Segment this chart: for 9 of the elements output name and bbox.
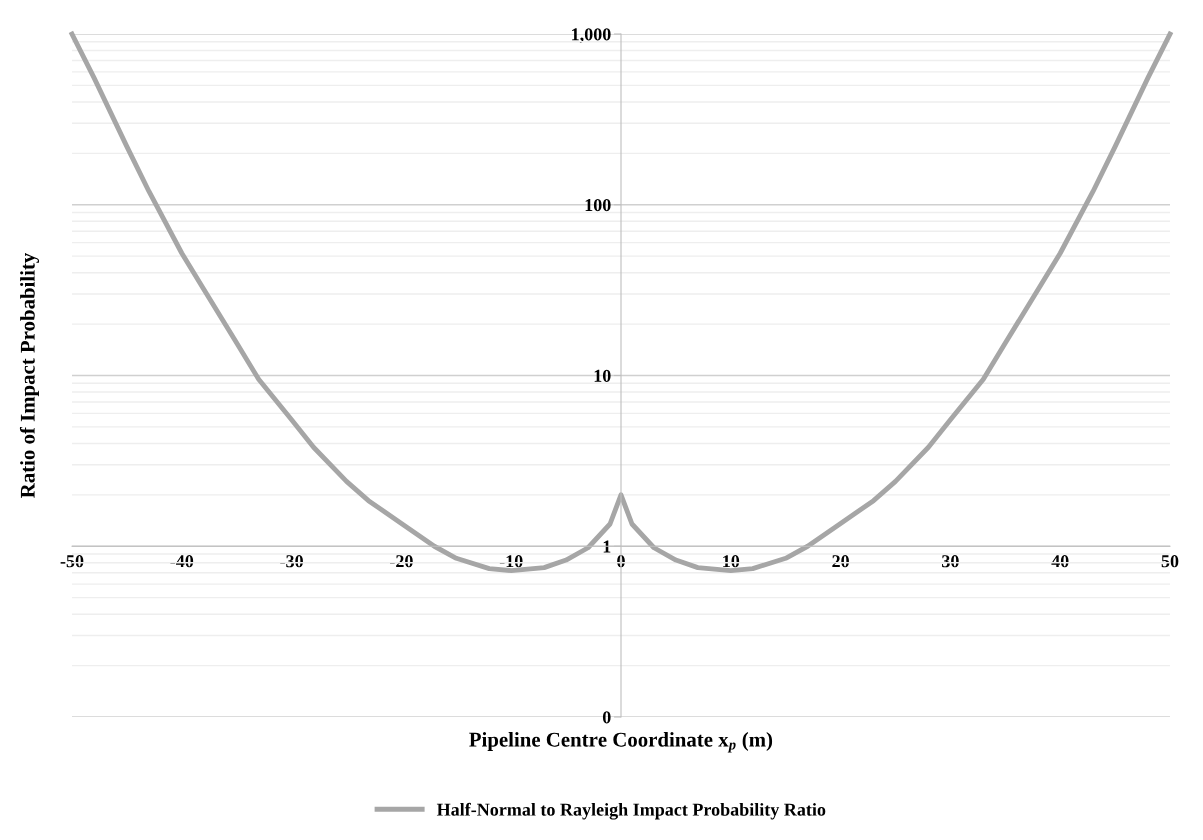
y-tick-label: 10 [594,369,611,382]
x-tick-label: 50 [1161,555,1179,568]
y-tick-label: 100 [585,199,611,212]
y-tick-label: 0 [602,711,611,724]
y-tick-label: 1 [603,540,611,553]
x-axis-title: Pipeline Centre Coordinate x$_{p}$ (m) [469,732,773,753]
legend-label: Half-Normal to Rayleigh Impact Probability Ratio [436,802,826,820]
y-tick-label: 1,000 [572,28,611,44]
y-axis-title: Ratio of Impact Probability [19,252,40,498]
